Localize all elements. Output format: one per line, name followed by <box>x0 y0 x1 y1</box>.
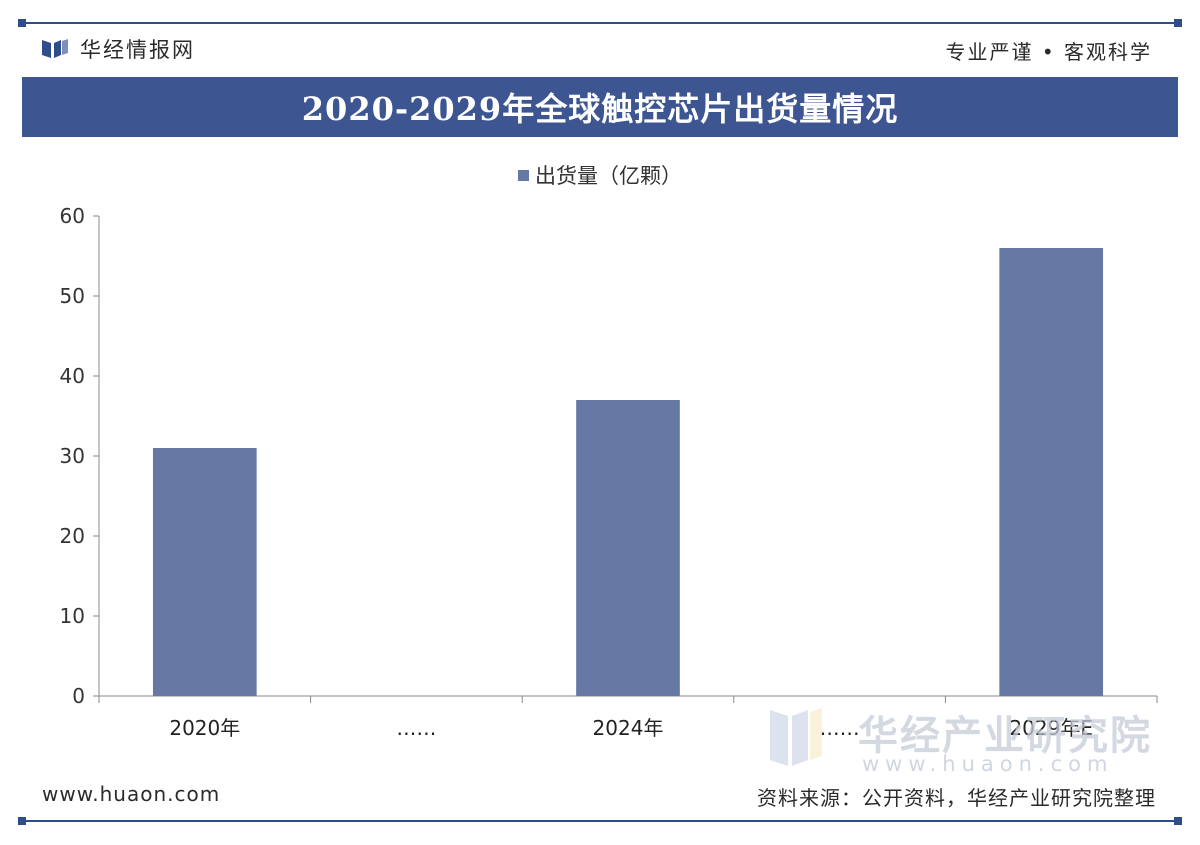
legend: 出货量（亿颗） <box>0 160 1200 190</box>
brand-name: 华经情报网 <box>80 38 195 62</box>
bar-2024年 <box>576 400 680 696</box>
brand-logo-icon <box>42 39 68 58</box>
watermark-logo-icon <box>770 706 822 768</box>
chart-title: 2020-2029年全球触控芯片出货量情况 <box>301 90 899 128</box>
bar-2029年E <box>999 248 1104 696</box>
y-tick-label: 30 <box>60 444 85 468</box>
x-tick-label: 2020年 <box>169 716 240 740</box>
top-border-line <box>18 19 1182 27</box>
watermark-name: 华经产业研究院 <box>858 713 1152 759</box>
legend-swatch <box>518 169 529 181</box>
y-tick-label: 10 <box>60 604 85 628</box>
source-note: 资料来源：公开资料，华经产业研究院整理 <box>757 786 1156 810</box>
x-tick-label: 2024年 <box>593 716 664 740</box>
footer: www.huaon.com 资料来源：公开资料，华经产业研究院整理 <box>22 772 1178 818</box>
y-tick-label: 40 <box>60 364 85 388</box>
y-tick-label: 60 <box>60 204 85 228</box>
slogan: 专业严谨 • 客观科学 <box>945 40 1152 64</box>
bottom-border-line <box>18 817 1182 825</box>
brand: 华经情报网 <box>42 34 195 64</box>
legend-label: 出货量（亿颗） <box>535 164 682 188</box>
x-tick-label: …… <box>396 716 436 740</box>
x-tick-label: 2029年E <box>1009 716 1093 740</box>
y-tick-label: 0 <box>72 684 85 708</box>
x-tick-label: …… <box>820 716 860 740</box>
bar-2020年 <box>152 448 257 696</box>
y-tick-label: 20 <box>60 524 85 548</box>
website-link[interactable]: www.huaon.com <box>42 782 221 806</box>
y-tick-label: 50 <box>60 284 85 308</box>
title-bar: 2020-2029年全球触控芯片出货量情况 <box>22 77 1178 137</box>
